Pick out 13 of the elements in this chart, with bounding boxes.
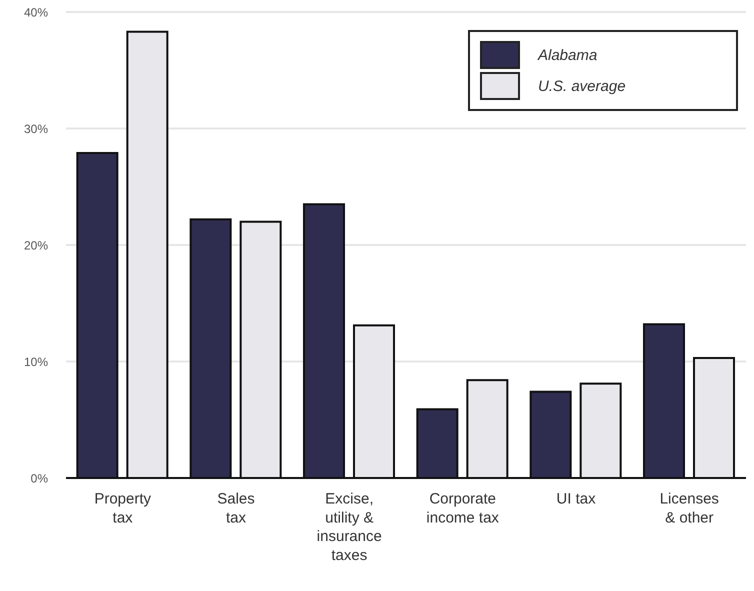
x-tick-label: UI tax <box>556 490 596 508</box>
legend-label: U.S. average <box>538 78 626 94</box>
x-tick-label: Sales tax <box>217 490 255 526</box>
x-tick-label: Property tax <box>94 490 152 526</box>
y-tick-label: 30% <box>24 122 48 136</box>
x-tick-label: Corporate income tax <box>426 490 500 526</box>
x-tick-label: Licenses & other <box>660 490 719 526</box>
legend-label: Alabama <box>538 46 598 64</box>
x-tick-label: Excise, utility & insurance taxes <box>316 490 382 564</box>
y-tick-label: 10% <box>24 354 48 369</box>
y-tick-label: 0% <box>30 471 48 486</box>
y-tick-label: 40% <box>24 5 48 20</box>
y-tick-label: 20% <box>24 238 48 252</box>
